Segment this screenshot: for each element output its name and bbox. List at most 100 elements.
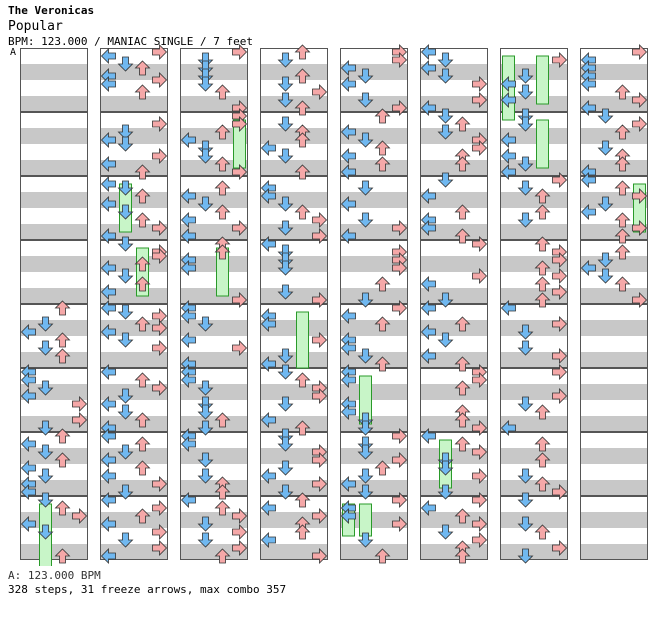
measure-border [260, 48, 328, 112]
step-arrow [312, 388, 328, 404]
beat-stripe [420, 384, 488, 400]
measure-border [180, 304, 248, 368]
step-arrow [517, 212, 534, 228]
measure-border [340, 368, 408, 432]
step-arrow [54, 332, 71, 348]
beat-stripe [100, 480, 168, 496]
step-arrow [517, 324, 534, 340]
step-arrow [552, 388, 568, 404]
step-arrow [534, 452, 551, 468]
beat-stripe [180, 320, 248, 336]
step-arrow [357, 468, 374, 484]
step-arrow [552, 540, 568, 556]
step-arrow [357, 92, 374, 108]
step-arrow [374, 140, 391, 156]
step-arrow [534, 524, 551, 540]
step-arrow [552, 316, 568, 332]
step-arrow [437, 460, 454, 476]
measure-border [500, 48, 568, 112]
step-arrow [152, 476, 168, 492]
measure-border [420, 304, 488, 368]
step-arrow [340, 476, 356, 492]
step-arrow [357, 412, 374, 428]
step-arrow [180, 332, 196, 348]
step-arrow [580, 204, 596, 220]
beat-stripe [20, 128, 88, 144]
step-arrow [312, 508, 328, 524]
beat-stripe [100, 256, 168, 272]
step-arrow [152, 320, 168, 336]
measure-border [180, 48, 248, 112]
measure-border [180, 368, 248, 432]
step-arrow [134, 412, 151, 428]
step-arrow [392, 300, 408, 316]
beat-stripe [260, 448, 328, 464]
beat-stripe [500, 480, 568, 496]
measure-border [420, 112, 488, 176]
beat-stripe [420, 96, 488, 112]
step-arrow [260, 236, 276, 252]
beat-stripe [340, 224, 408, 240]
measure-border [340, 432, 408, 496]
step-arrow [117, 444, 134, 460]
measure-border [20, 432, 88, 496]
beat-stripe [180, 480, 248, 496]
step-arrow [437, 108, 454, 124]
step-arrow [552, 268, 568, 284]
measure-border [340, 240, 408, 304]
step-arrow [420, 348, 436, 364]
measure-border [500, 496, 568, 560]
step-arrow [392, 492, 408, 508]
step-arrow [37, 420, 54, 436]
beat-stripe [500, 224, 568, 240]
step-arrow [552, 172, 568, 188]
step-arrow [197, 52, 214, 68]
step-arrow [580, 260, 596, 276]
step-arrow [472, 372, 488, 388]
step-arrow [517, 156, 534, 172]
bpm-summary: A: 123.000 BPM [8, 569, 101, 582]
step-arrow [420, 188, 436, 204]
step-arrow [420, 220, 436, 236]
step-arrow [454, 228, 471, 244]
step-arrow [100, 468, 116, 484]
beat-stripe [20, 544, 88, 560]
step-arrow [454, 156, 471, 172]
step-arrow [357, 532, 374, 548]
beat-stripe [580, 160, 648, 176]
step-arrow [277, 52, 294, 68]
beat-stripe [260, 224, 328, 240]
step-arrow [597, 140, 614, 156]
step-arrow [197, 140, 214, 156]
step-arrow [294, 132, 311, 148]
step-arrow [392, 52, 408, 68]
beat-stripe [500, 288, 568, 304]
beat-stripe [20, 224, 88, 240]
beat-stripe [500, 544, 568, 560]
beat-stripe [20, 384, 88, 400]
measure-border [260, 240, 328, 304]
beat-stripe [20, 256, 88, 272]
beat-stripe [580, 416, 648, 432]
beat-stripe [340, 256, 408, 272]
step-arrow [134, 372, 151, 388]
beat-stripe [500, 256, 568, 272]
step-arrow [420, 44, 436, 60]
measure-border [180, 240, 248, 304]
step-arrow [20, 484, 36, 500]
measure-border [260, 368, 328, 432]
step-arrow [260, 316, 276, 332]
step-arrow [374, 108, 391, 124]
step-arrow [117, 136, 134, 152]
beat-stripe [100, 320, 168, 336]
beat-stripe [580, 352, 648, 368]
freeze-arrow [536, 119, 549, 169]
measure-border [420, 368, 488, 432]
beat-stripe [180, 224, 248, 240]
beat-stripe [420, 352, 488, 368]
chart-meta: BPM: 123.000 / MANIAC SINGLE / 7 feet [8, 35, 254, 48]
step-arrow [277, 460, 294, 476]
step-arrow [374, 156, 391, 172]
freeze-arrow [296, 311, 309, 369]
step-arrow [437, 292, 454, 308]
